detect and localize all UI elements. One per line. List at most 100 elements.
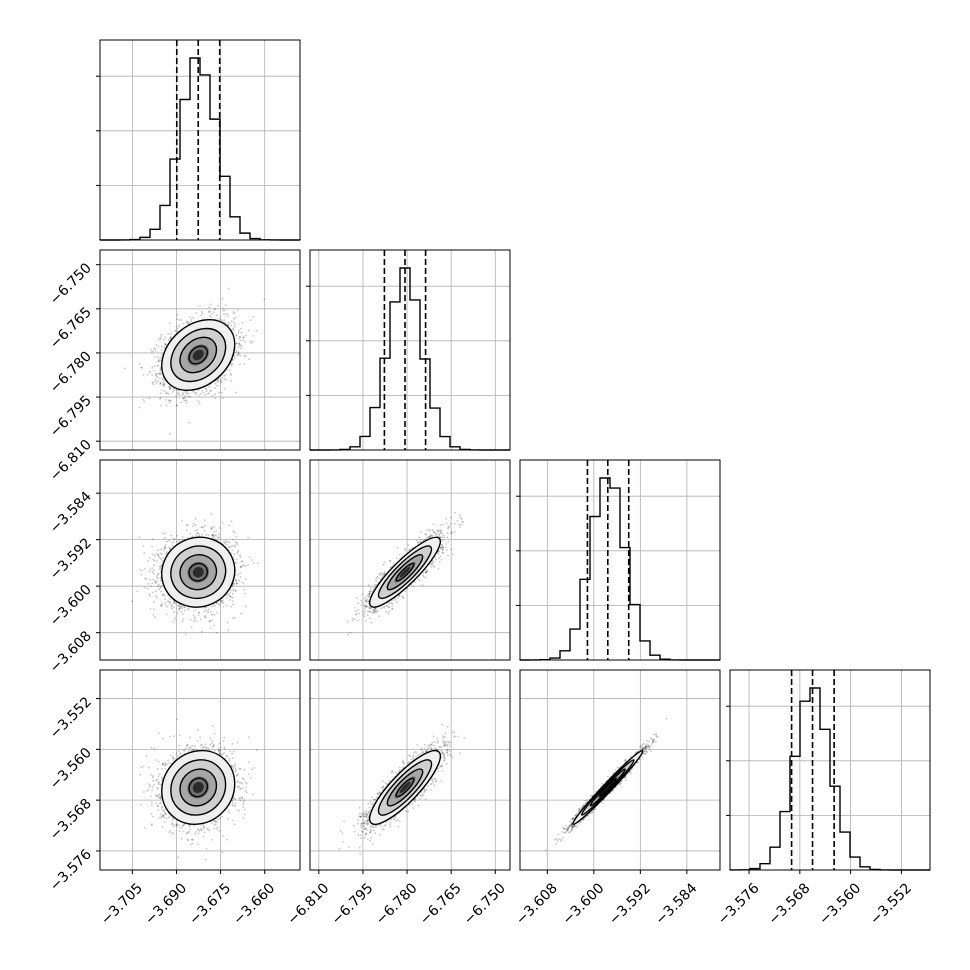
scatter-point	[156, 375, 158, 378]
diag-panel-0	[96, 39, 301, 241]
scatter-point	[383, 572, 386, 575]
scatter-point	[361, 611, 364, 613]
scatter-point	[414, 800, 417, 803]
scatter-point	[363, 836, 366, 839]
scatter-point	[188, 825, 191, 828]
scatter-point	[151, 789, 154, 791]
scatter-point	[151, 571, 154, 573]
scatter-point	[222, 606, 225, 608]
scatter-point	[178, 609, 181, 612]
scatter-point	[247, 773, 250, 776]
scatter-point	[167, 339, 170, 342]
scatter-point	[369, 607, 372, 609]
scatter-point	[188, 421, 190, 424]
scatter-point	[177, 391, 180, 394]
scatter-point	[181, 607, 183, 610]
scatter-point	[451, 756, 454, 759]
scatter-point	[235, 535, 238, 538]
scatter-point	[367, 818, 370, 821]
scatter-point	[202, 526, 205, 529]
scatter-point	[219, 746, 222, 749]
scatter-point	[357, 602, 360, 605]
scatter-point	[352, 824, 355, 827]
scatter-point	[198, 534, 201, 537]
scatter-point	[433, 784, 436, 787]
scatter-point	[234, 351, 237, 354]
scatter-point	[237, 343, 240, 345]
scatter-point	[186, 320, 189, 323]
scatter-point	[445, 749, 448, 752]
scatter-point	[204, 616, 207, 618]
scatter-point	[438, 746, 440, 748]
scatter-point	[150, 801, 153, 804]
scatter-point	[179, 752, 182, 754]
scatter-point	[446, 536, 449, 539]
histogram-2	[519, 477, 720, 661]
scatter-point	[183, 606, 186, 609]
scatter-point	[225, 541, 227, 544]
scatter-point	[401, 595, 403, 598]
scatter-point	[147, 788, 150, 791]
scatter-point	[232, 327, 235, 330]
scatter-point	[415, 755, 418, 758]
scatter-point	[227, 314, 230, 317]
scatter-point	[153, 572, 155, 575]
scatter-point	[172, 825, 175, 828]
scatter-point	[184, 391, 187, 393]
scatter-point	[131, 600, 134, 602]
scatter-point	[231, 799, 234, 802]
scatter-point	[171, 823, 173, 826]
scatter-point	[234, 770, 237, 773]
scatter-point	[565, 830, 568, 833]
scatter-point	[168, 539, 171, 542]
scatter-point	[169, 601, 172, 603]
scatter-point	[438, 766, 441, 768]
scatter-point	[239, 796, 242, 799]
scatter-point	[212, 745, 215, 747]
scatter-point	[207, 608, 210, 611]
scatter-point	[207, 747, 210, 750]
scatter-point	[238, 768, 241, 770]
scatter-point	[370, 621, 373, 624]
scatter-point	[441, 544, 443, 547]
scatter-point	[435, 558, 438, 561]
scatter-point	[446, 532, 449, 535]
scatter-point	[358, 812, 361, 815]
scatter-point	[197, 389, 200, 391]
scatter-point	[223, 542, 226, 545]
scatter-point	[217, 304, 219, 307]
scatter-point	[173, 389, 176, 392]
scatter-point	[432, 565, 434, 568]
scatter-point	[360, 837, 363, 839]
scatter-point	[236, 543, 239, 546]
scatter-point	[363, 828, 366, 831]
scatter-point	[573, 825, 575, 828]
scatter-point	[237, 352, 240, 355]
scatter-point	[173, 618, 176, 621]
scatter-point	[179, 607, 182, 609]
scatter-point	[192, 390, 195, 393]
scatter-point	[392, 563, 395, 565]
scatter-point	[445, 745, 447, 747]
scatter-point	[252, 340, 254, 343]
scatter-point	[157, 783, 160, 785]
scatter-point	[238, 337, 240, 340]
scatter-point	[159, 377, 161, 380]
scatter-point	[159, 382, 162, 384]
scatter-point	[404, 590, 406, 593]
scatter-point	[441, 544, 444, 546]
scatter-point	[231, 328, 234, 331]
scatter-point	[211, 525, 214, 528]
scatter-point	[148, 578, 151, 581]
scatter-point	[231, 752, 233, 755]
scatter-point	[236, 309, 239, 312]
scatter-point	[187, 607, 189, 610]
scatter-point	[365, 827, 367, 830]
scatter-point	[567, 827, 570, 829]
scatter-point	[165, 343, 168, 346]
scatter-point	[185, 747, 187, 750]
scatter-point	[383, 561, 386, 564]
scatter-point	[157, 809, 160, 811]
scatter-point	[441, 548, 444, 551]
scatter-point	[380, 573, 382, 576]
